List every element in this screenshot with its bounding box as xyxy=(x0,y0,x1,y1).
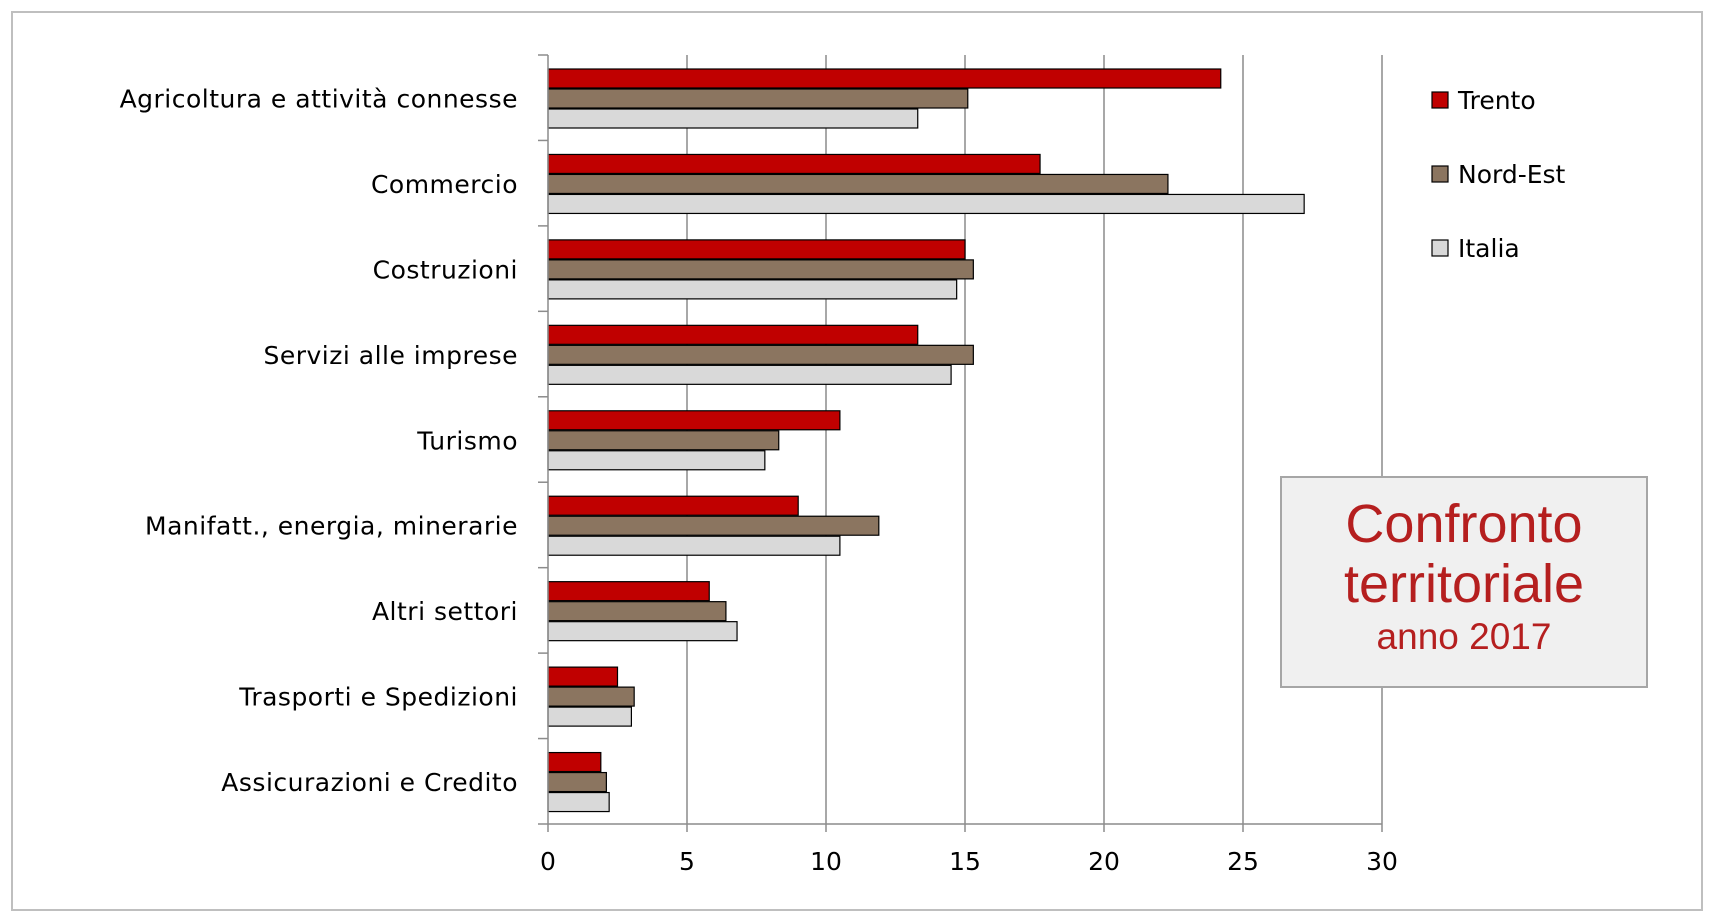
bar-nord-est xyxy=(547,771,607,793)
category-label: Costruzioni xyxy=(373,255,518,284)
bar-italia xyxy=(547,535,841,556)
x-tick-labels: 0 5 10 15 20 25 30 xyxy=(540,847,1398,876)
bar-nord-est xyxy=(547,601,727,622)
legend: Trento Nord-Est Italia xyxy=(1431,86,1566,263)
axes xyxy=(538,54,1383,832)
category-label: Assicurazioni e Credito xyxy=(221,768,518,797)
bar-trento xyxy=(547,324,919,345)
bar-nord-est xyxy=(547,88,969,109)
category-label: Servizi alle imprese xyxy=(263,341,518,370)
bar-trento xyxy=(547,239,966,260)
category-label: Altri settori xyxy=(372,597,518,626)
category-labels: Agricoltura e attività connesse Commercio… xyxy=(120,85,518,798)
annotation-line2: territoriale xyxy=(1343,554,1585,614)
bar-nord-est xyxy=(547,259,974,280)
bar-trento xyxy=(547,153,1041,175)
category-label: Turismo xyxy=(416,426,518,455)
x-tick-label: 5 xyxy=(679,847,695,876)
bar-nord-est xyxy=(547,686,635,707)
bar-nord-est xyxy=(547,515,880,536)
legend-label: Italia xyxy=(1458,234,1520,263)
x-tick-label: 25 xyxy=(1227,847,1259,876)
bar-italia xyxy=(547,279,958,300)
category-label: Commercio xyxy=(371,170,518,199)
x-tick-label: 15 xyxy=(949,847,981,876)
bar-nord-est xyxy=(547,173,1169,195)
category-label: Manifatt., energia, minerarie xyxy=(145,512,518,541)
bar-nord-est xyxy=(547,344,974,365)
x-tick-label: 10 xyxy=(810,847,842,876)
annotation-box: Confronto territoriale anno 2017 xyxy=(1280,476,1648,688)
annotation-year: anno 2017 xyxy=(1376,616,1552,657)
bar-trento xyxy=(547,410,841,431)
bar-italia xyxy=(547,450,766,471)
bar-italia xyxy=(547,108,919,129)
bar-trento xyxy=(547,666,619,687)
x-tick-label: 30 xyxy=(1366,847,1398,876)
legend-label: Nord-Est xyxy=(1458,160,1566,189)
x-tick-label: 0 xyxy=(540,847,556,876)
annotation-line1: Confronto xyxy=(1345,494,1583,554)
bar-italia xyxy=(547,791,610,813)
legend-swatch xyxy=(1431,91,1449,109)
legend-swatch xyxy=(1431,165,1449,183)
bar-nord-est xyxy=(547,430,780,451)
bar-trento xyxy=(547,495,799,516)
bar-italia xyxy=(547,193,1305,215)
bar-trento xyxy=(547,581,710,602)
legend-label: Trento xyxy=(1457,86,1536,115)
bar-italia xyxy=(547,621,738,642)
x-tick-label: 20 xyxy=(1088,847,1120,876)
bar-italia xyxy=(547,364,952,385)
bars xyxy=(547,68,1305,813)
bar-italia xyxy=(547,706,633,727)
bar-trento xyxy=(547,68,1222,89)
bar-trento xyxy=(547,751,602,773)
category-label: Agricoltura e attività connesse xyxy=(120,85,518,114)
category-label: Trasporti e Spedizioni xyxy=(238,683,518,712)
legend-swatch xyxy=(1431,239,1449,257)
